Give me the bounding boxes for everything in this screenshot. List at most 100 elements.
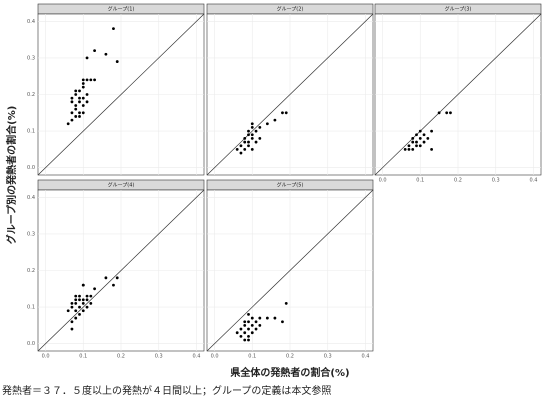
point bbox=[243, 323, 247, 327]
x-tick-label: 0.3 bbox=[155, 354, 163, 360]
strip-label: グループ(4) bbox=[108, 182, 135, 189]
point bbox=[407, 147, 411, 151]
point bbox=[74, 309, 78, 313]
point bbox=[250, 122, 254, 126]
point bbox=[235, 147, 239, 151]
x-tick-label: 0.2 bbox=[117, 354, 125, 360]
point bbox=[239, 144, 243, 148]
point bbox=[247, 338, 250, 342]
point bbox=[81, 283, 85, 287]
y-tick-label: 0.4 bbox=[27, 19, 35, 25]
point bbox=[81, 104, 85, 107]
point bbox=[70, 327, 74, 331]
point bbox=[239, 334, 243, 338]
point bbox=[273, 316, 277, 320]
point bbox=[66, 309, 70, 313]
y-tick-label: 0.3 bbox=[27, 231, 35, 237]
point bbox=[411, 140, 415, 144]
point bbox=[284, 111, 288, 115]
point bbox=[112, 283, 115, 287]
point bbox=[250, 147, 254, 151]
point bbox=[247, 133, 250, 137]
point bbox=[243, 320, 247, 324]
reference-line bbox=[37, 13, 205, 176]
point bbox=[449, 111, 452, 115]
point bbox=[93, 78, 96, 82]
point bbox=[78, 89, 81, 93]
point bbox=[104, 52, 108, 56]
point bbox=[247, 313, 250, 316]
x-tick-label: 0.1 bbox=[416, 178, 424, 184]
x-tick-label: 0.3 bbox=[492, 178, 500, 184]
point bbox=[85, 298, 89, 302]
point bbox=[81, 309, 85, 313]
point bbox=[437, 111, 441, 115]
point bbox=[78, 111, 81, 115]
point bbox=[81, 82, 85, 85]
x-tick-label: 0.2 bbox=[454, 178, 462, 184]
y-tick-label: 0.0 bbox=[27, 341, 35, 347]
point bbox=[418, 129, 422, 133]
point bbox=[258, 323, 262, 327]
point bbox=[415, 133, 418, 137]
point bbox=[281, 320, 284, 324]
y-tick-label: 0.0 bbox=[27, 165, 35, 171]
point bbox=[422, 140, 426, 144]
y-tick-label: 0.1 bbox=[27, 129, 35, 135]
point bbox=[81, 111, 85, 115]
point bbox=[74, 302, 78, 305]
point bbox=[89, 294, 93, 298]
point bbox=[74, 316, 78, 320]
point bbox=[243, 137, 247, 140]
point bbox=[78, 115, 81, 118]
point bbox=[70, 305, 74, 309]
point bbox=[74, 104, 78, 107]
point bbox=[78, 96, 81, 100]
point bbox=[78, 313, 81, 316]
x-tick-label: 0.4 bbox=[192, 354, 200, 360]
point bbox=[250, 331, 254, 335]
point bbox=[418, 144, 422, 148]
x-tick-label: 0.4 bbox=[361, 354, 369, 360]
x-tick-label: 0.4 bbox=[529, 178, 537, 184]
point bbox=[115, 60, 119, 63]
point bbox=[250, 126, 254, 129]
reference-line bbox=[374, 13, 542, 176]
point bbox=[85, 305, 89, 309]
reference-line bbox=[206, 189, 374, 352]
point bbox=[243, 338, 247, 342]
point bbox=[70, 100, 74, 104]
y-tick-label: 0.4 bbox=[27, 195, 35, 201]
point bbox=[407, 144, 411, 148]
point bbox=[74, 115, 78, 118]
x-tick-label: 0.2 bbox=[286, 354, 294, 360]
point bbox=[265, 316, 269, 320]
point bbox=[281, 111, 284, 115]
point bbox=[78, 100, 81, 104]
x-tick-label: 0.1 bbox=[248, 354, 256, 360]
point bbox=[85, 294, 89, 298]
point bbox=[74, 294, 78, 298]
point bbox=[78, 305, 81, 309]
point bbox=[247, 144, 250, 148]
point bbox=[254, 327, 258, 331]
point bbox=[247, 129, 250, 133]
point bbox=[258, 316, 262, 320]
y-tick-label: 0.2 bbox=[27, 268, 35, 274]
point bbox=[104, 276, 108, 280]
point bbox=[85, 93, 89, 96]
point bbox=[250, 316, 254, 320]
point bbox=[247, 327, 250, 331]
point bbox=[89, 302, 93, 305]
y-tick-label: 0.1 bbox=[27, 305, 35, 311]
point bbox=[445, 111, 449, 115]
point bbox=[250, 137, 254, 140]
point bbox=[66, 122, 70, 126]
point bbox=[81, 96, 85, 100]
point bbox=[74, 89, 78, 93]
point bbox=[273, 118, 277, 122]
point bbox=[403, 147, 407, 151]
point bbox=[81, 298, 85, 302]
point bbox=[430, 147, 433, 151]
